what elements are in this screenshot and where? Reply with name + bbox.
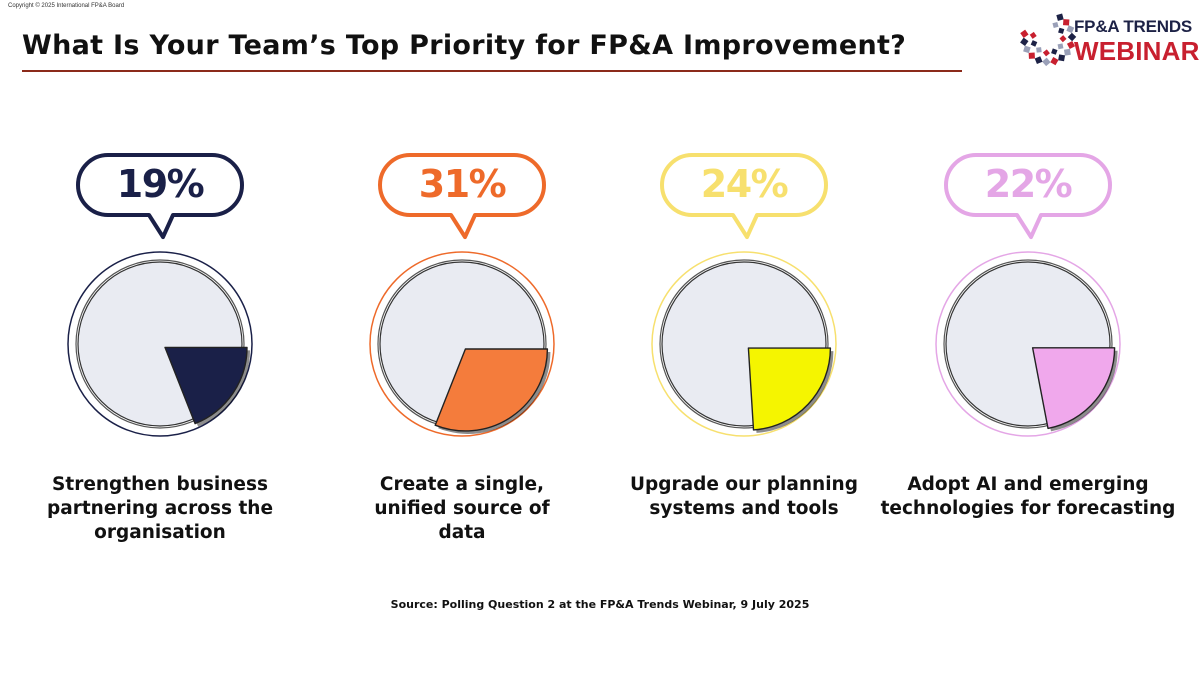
pie-slice (434, 348, 549, 432)
logo-square (1034, 56, 1043, 65)
logo-square (1057, 43, 1064, 50)
option-label: Adopt AI and emerging technologies for f… (880, 474, 1176, 519)
logo-square (1029, 31, 1037, 39)
percentage-bubble (76, 153, 244, 239)
fpa-trends-webinar-logo: FP&A TRENDS WEBINAR (1018, 6, 1199, 70)
option-label: Strengthen business partnering across th… (46, 474, 274, 543)
logo-square (1042, 57, 1051, 67)
logo-square (1066, 40, 1076, 50)
poll-option-panel: 31% Create a single, unified source of da… (312, 150, 612, 550)
pie-slice (747, 347, 832, 431)
bubble-outline (944, 153, 1112, 239)
logo-square (1020, 29, 1029, 38)
source-note: Source: Polling Question 2 at the FP&A T… (390, 598, 810, 611)
logo-square (1042, 49, 1050, 57)
logo-square (1052, 21, 1059, 29)
logo-square (1058, 54, 1066, 62)
logo-square (1066, 25, 1075, 34)
logo-mark-icon (1020, 13, 1077, 67)
pie-chart (651, 251, 837, 437)
logo-square (1050, 57, 1059, 66)
logo-square (1036, 47, 1042, 53)
logo-square (1063, 48, 1071, 56)
logo-text-top: FP&A TRENDS (1074, 17, 1193, 36)
logo-square (1059, 35, 1067, 43)
poll-option-panel: 22% Adopt AI and emerging technologies fo… (878, 150, 1178, 550)
logo-square (1030, 40, 1038, 47)
percentage-value: 31% (418, 162, 507, 206)
pie-slice (1031, 347, 1116, 430)
poll-option-panel: 24% Upgrade our planning systems and tool… (594, 150, 894, 550)
logo-square (1056, 13, 1064, 21)
logo-text-bottom: WEBINAR (1074, 36, 1200, 66)
logo-square (1058, 27, 1065, 34)
pie-slice (164, 346, 248, 425)
logo-square (1028, 52, 1035, 59)
percentage-bubble (660, 153, 828, 239)
percentage-bubble (944, 153, 1112, 239)
title-underline (22, 70, 962, 72)
page-title: What Is Your Team’s Top Priority for FP&… (22, 30, 907, 61)
logo-square (1051, 48, 1058, 55)
logo-square (1020, 37, 1029, 46)
logo-square (1062, 19, 1070, 26)
logo-square (1023, 45, 1031, 54)
bubble-outline (660, 153, 828, 239)
pie-chart (67, 251, 253, 437)
bubble-outline (378, 153, 546, 239)
bubble-outline (76, 153, 244, 239)
percentage-value: 24% (700, 162, 789, 206)
percentage-value: 22% (984, 162, 1073, 206)
option-label: Upgrade our planning systems and tools (630, 474, 858, 519)
poll-option-panel: 19% Strengthen business partnering across… (10, 150, 310, 550)
pie-chart (369, 251, 555, 437)
copyright-notice: Copyright © 2025 International FP&A Boar… (8, 3, 125, 9)
percentage-bubble (378, 153, 546, 239)
pie-chart (935, 251, 1121, 437)
percentage-value: 19% (116, 162, 205, 206)
logo-square (1067, 32, 1077, 42)
option-label: Create a single, unified source of data (374, 474, 550, 543)
